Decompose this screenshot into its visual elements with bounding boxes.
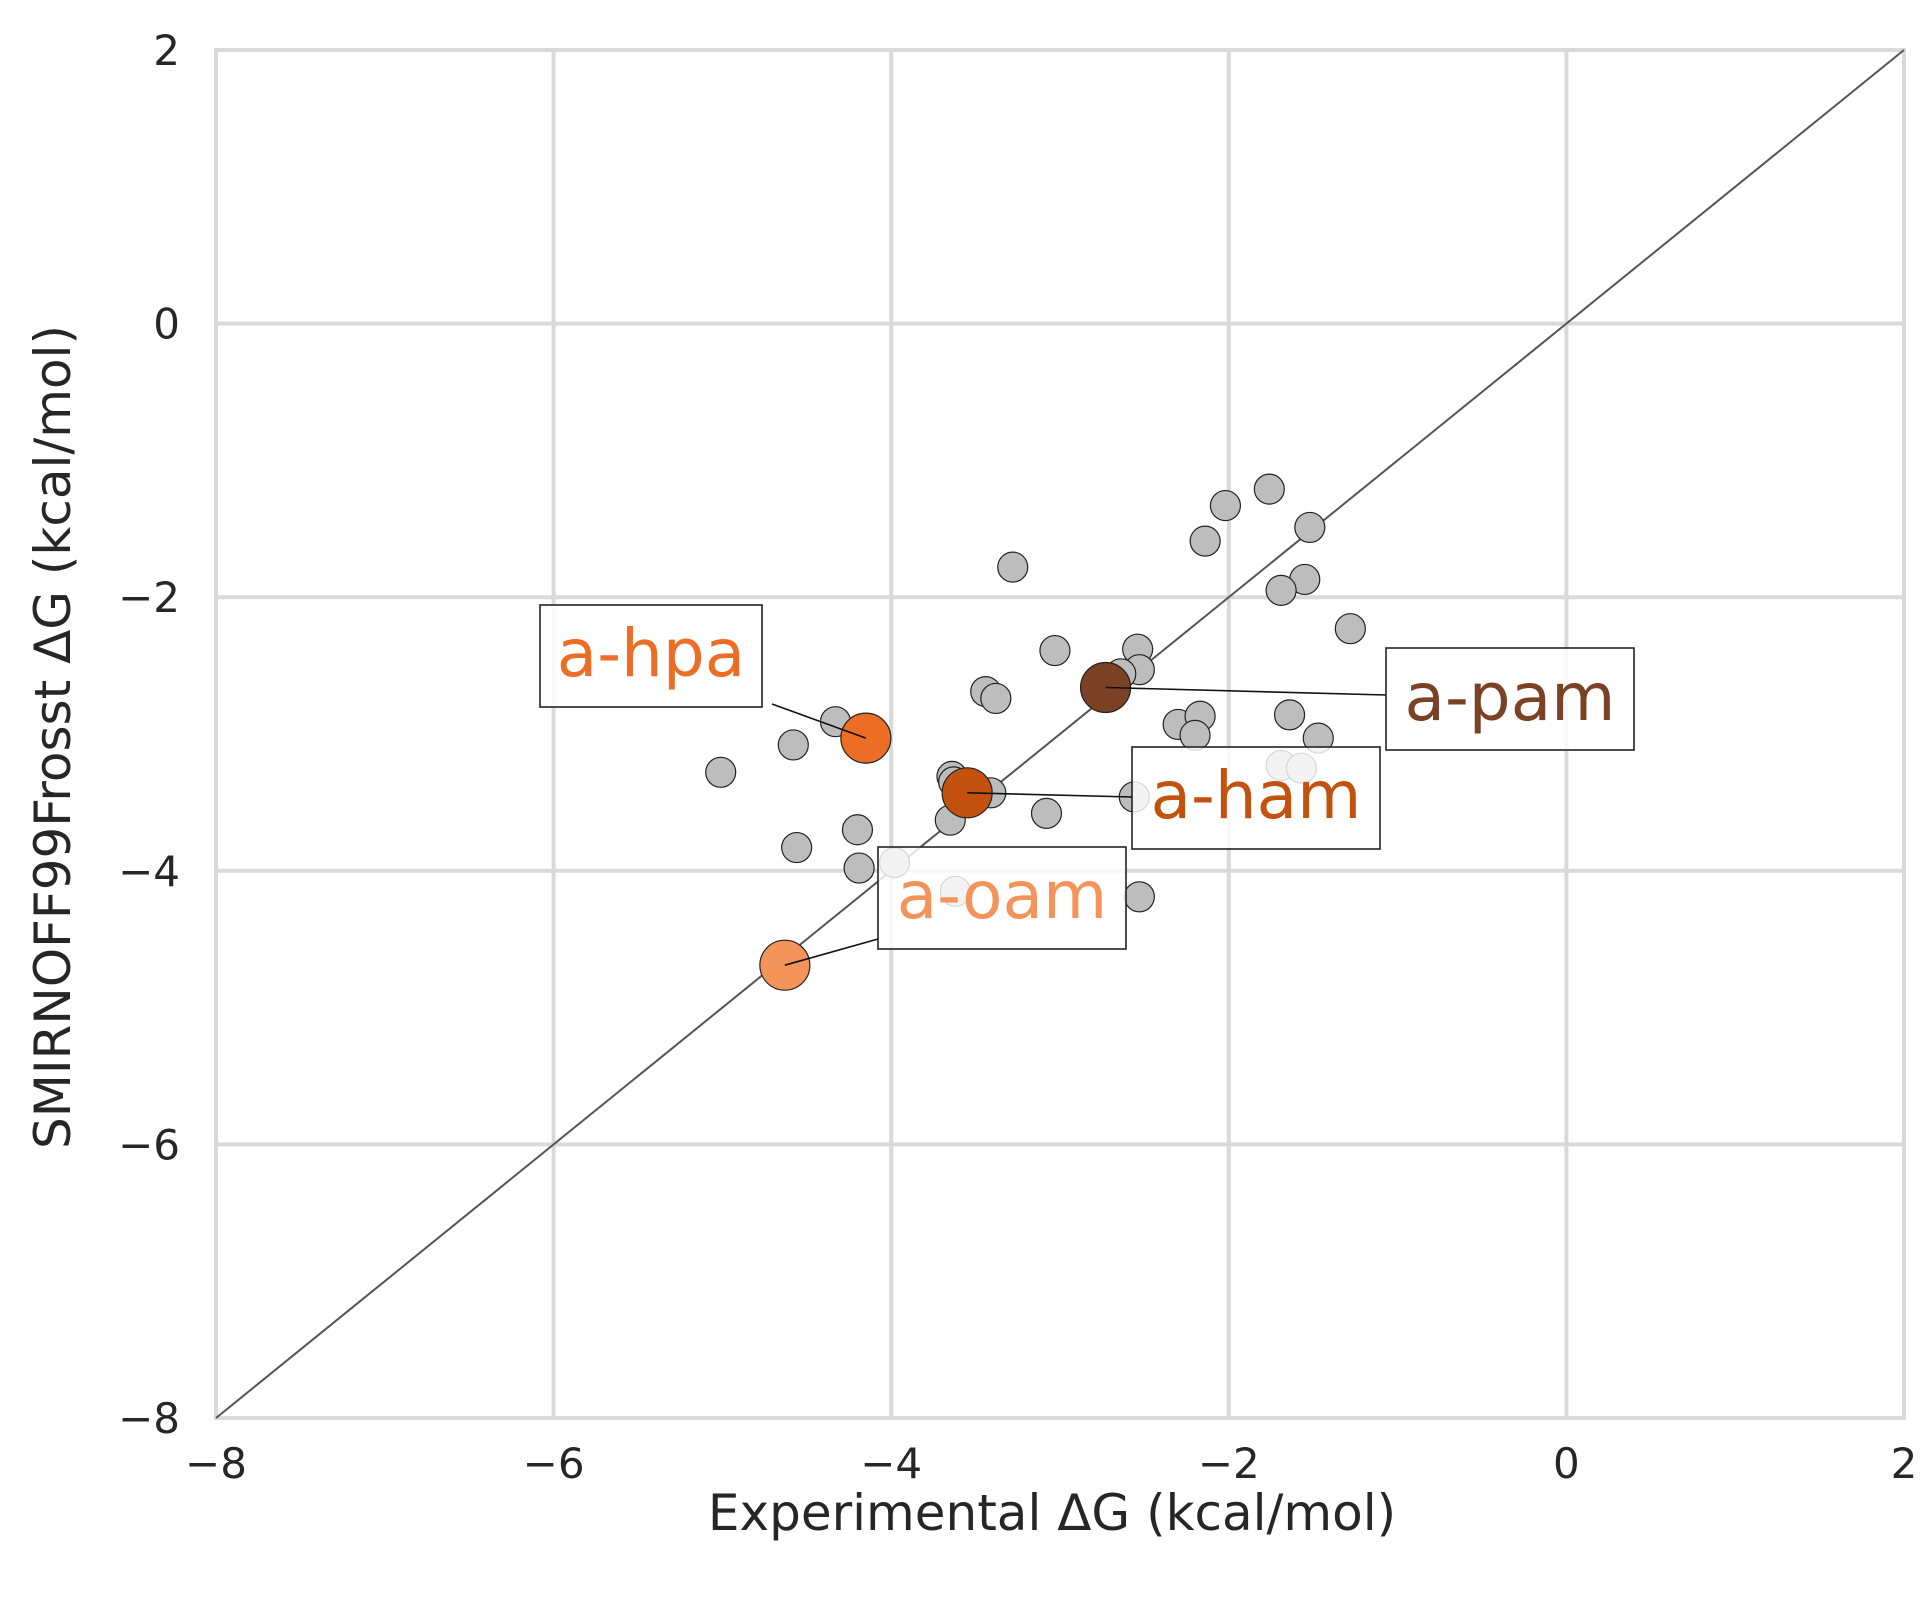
callout-box-a-oam <box>877 846 1127 950</box>
data-point <box>843 852 875 884</box>
data-point <box>1265 574 1297 606</box>
data-point <box>781 831 813 864</box>
data-point <box>777 729 809 761</box>
data-point <box>1189 525 1221 557</box>
data-point <box>1273 699 1306 731</box>
data-point <box>1294 511 1326 544</box>
x-tick-label: −8 <box>185 1439 247 1488</box>
data-point <box>1039 634 1071 667</box>
y-equals-x-line <box>215 49 1905 1419</box>
callout-box-a-pam <box>1385 647 1635 751</box>
callout-label-a-pam: a-pam <box>1405 659 1616 736</box>
data-point <box>1209 489 1242 522</box>
x-tick-label: 2 <box>1891 1439 1918 1488</box>
x-tick-labels: −8 −6 −4 −2 0 2 <box>185 1439 1917 1488</box>
y-tick-label: −2 <box>118 573 180 622</box>
callout-leader-line <box>784 938 879 966</box>
data-point <box>705 756 737 788</box>
callout-label-a-ham: a-ham <box>1151 757 1362 834</box>
grid <box>214 48 1906 1420</box>
callout-leader-line <box>1105 686 1387 696</box>
x-tick-label: 0 <box>1553 1439 1580 1488</box>
data-point <box>1123 881 1155 913</box>
callout-labels: a-hpa a-pam a-ham a-oam <box>539 604 1635 966</box>
callout-box-a-ham <box>1131 746 1381 850</box>
y-tick-label: 2 <box>153 26 180 75</box>
x-tick-label: −4 <box>860 1439 922 1488</box>
callout-leader-line <box>771 703 867 739</box>
x-tick-label: −6 <box>523 1439 585 1488</box>
plot-frame <box>214 48 1906 1420</box>
data-point <box>980 682 1012 715</box>
data-point <box>1334 613 1366 645</box>
data-point <box>841 814 874 846</box>
y-tick-labels: −8 −6 −4 −2 0 2 <box>118 26 180 1443</box>
y-axis-label: SMIRNOFF99Frosst ΔG (kcal/mol) <box>24 325 82 1149</box>
data-point <box>1253 473 1285 505</box>
data-point <box>1030 797 1063 829</box>
callout-label-a-hpa: a-hpa <box>557 615 745 692</box>
data-point <box>997 551 1029 583</box>
callout-leader-line <box>967 792 1133 798</box>
plot-border <box>214 48 1906 1420</box>
y-tick-label: 0 <box>153 300 180 349</box>
callout-label-a-oam: a-oam <box>897 857 1108 934</box>
y-tick-label: −6 <box>118 1120 180 1169</box>
x-tick-label: −2 <box>1198 1439 1260 1488</box>
y-tick-label: −8 <box>118 1394 180 1443</box>
y-tick-label: −4 <box>118 847 180 896</box>
identity-line <box>215 49 1905 1419</box>
x-axis-label: Experimental ΔG (kcal/mol) <box>708 1484 1396 1542</box>
callout-box-a-hpa <box>539 604 763 708</box>
data-point <box>1179 719 1211 751</box>
